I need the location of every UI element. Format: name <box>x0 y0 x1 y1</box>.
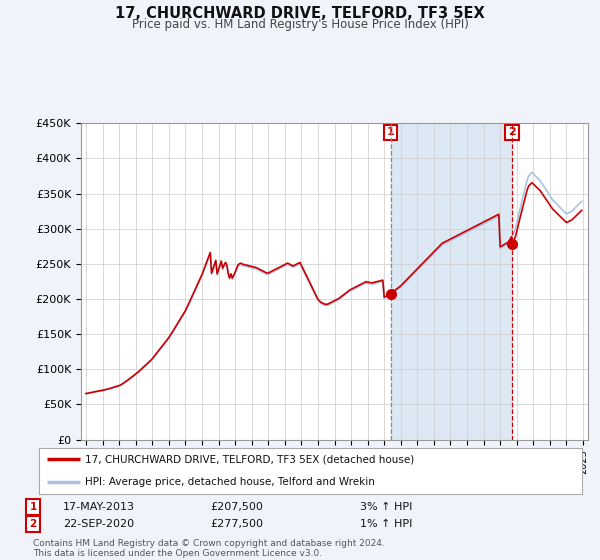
Text: 17-MAY-2013: 17-MAY-2013 <box>63 502 135 512</box>
Text: £277,500: £277,500 <box>210 519 263 529</box>
Text: 2: 2 <box>508 127 516 137</box>
Text: Contains HM Land Registry data © Crown copyright and database right 2024.: Contains HM Land Registry data © Crown c… <box>33 539 385 548</box>
Text: HPI: Average price, detached house, Telford and Wrekin: HPI: Average price, detached house, Telf… <box>85 478 375 487</box>
Text: 3% ↑ HPI: 3% ↑ HPI <box>360 502 412 512</box>
Text: Price paid vs. HM Land Registry's House Price Index (HPI): Price paid vs. HM Land Registry's House … <box>131 18 469 31</box>
Text: 17, CHURCHWARD DRIVE, TELFORD, TF3 5EX: 17, CHURCHWARD DRIVE, TELFORD, TF3 5EX <box>115 6 485 21</box>
Text: 22-SEP-2020: 22-SEP-2020 <box>63 519 134 529</box>
Text: 2: 2 <box>29 519 37 529</box>
Text: 1% ↑ HPI: 1% ↑ HPI <box>360 519 412 529</box>
Text: 1: 1 <box>386 127 394 137</box>
Text: This data is licensed under the Open Government Licence v3.0.: This data is licensed under the Open Gov… <box>33 549 322 558</box>
Text: 1: 1 <box>29 502 37 512</box>
Bar <box>391 123 512 440</box>
Text: 17, CHURCHWARD DRIVE, TELFORD, TF3 5EX (detached house): 17, CHURCHWARD DRIVE, TELFORD, TF3 5EX (… <box>85 455 415 464</box>
Text: £207,500: £207,500 <box>210 502 263 512</box>
